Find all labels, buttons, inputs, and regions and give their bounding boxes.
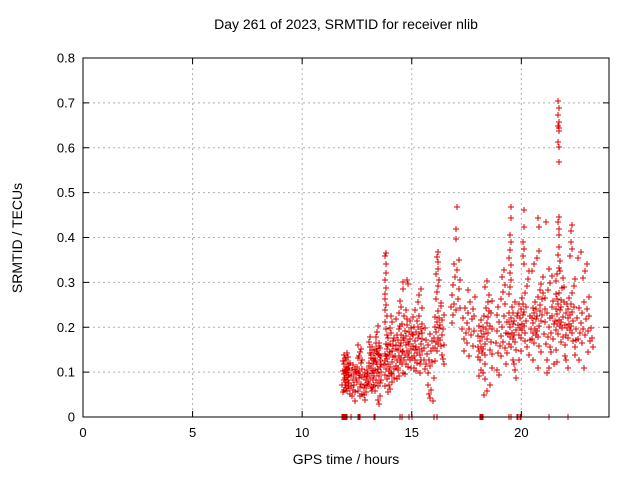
y-tick-label: 0.3 xyxy=(57,275,75,290)
scatter-points xyxy=(339,98,596,420)
y-tick-label: 0.6 xyxy=(57,140,75,155)
y-tick-label: 0.1 xyxy=(57,365,75,380)
x-tick-label: 5 xyxy=(189,425,196,440)
y-tick-label: 0 xyxy=(68,410,75,425)
tick-marks xyxy=(82,57,609,418)
x-axis-title: GPS time / hours xyxy=(293,451,400,467)
chart-title: Day 261 of 2023, SRMTID for receiver nli… xyxy=(214,16,478,32)
x-tick-label: 20 xyxy=(514,425,528,440)
y-tick-label: 0.7 xyxy=(57,95,75,110)
y-tick-label: 0.8 xyxy=(57,51,75,66)
y-tick-label: 0.4 xyxy=(57,230,75,245)
y-axis-title: SRMTID / TECUs xyxy=(9,183,25,293)
plot-frame xyxy=(82,57,610,418)
y-tick-label: 0.2 xyxy=(57,320,75,335)
x-tick-label: 10 xyxy=(295,425,309,440)
x-tick-label: 0 xyxy=(79,425,86,440)
x-tick-label: 15 xyxy=(405,425,419,440)
tick-labels: 0 5 10 15 20 0 0.1 0.2 0.3 0.4 0.5 0.6 0.7 0.8 xyxy=(57,51,529,441)
gridlines xyxy=(83,58,609,417)
y-tick-label: 0.5 xyxy=(57,185,75,200)
